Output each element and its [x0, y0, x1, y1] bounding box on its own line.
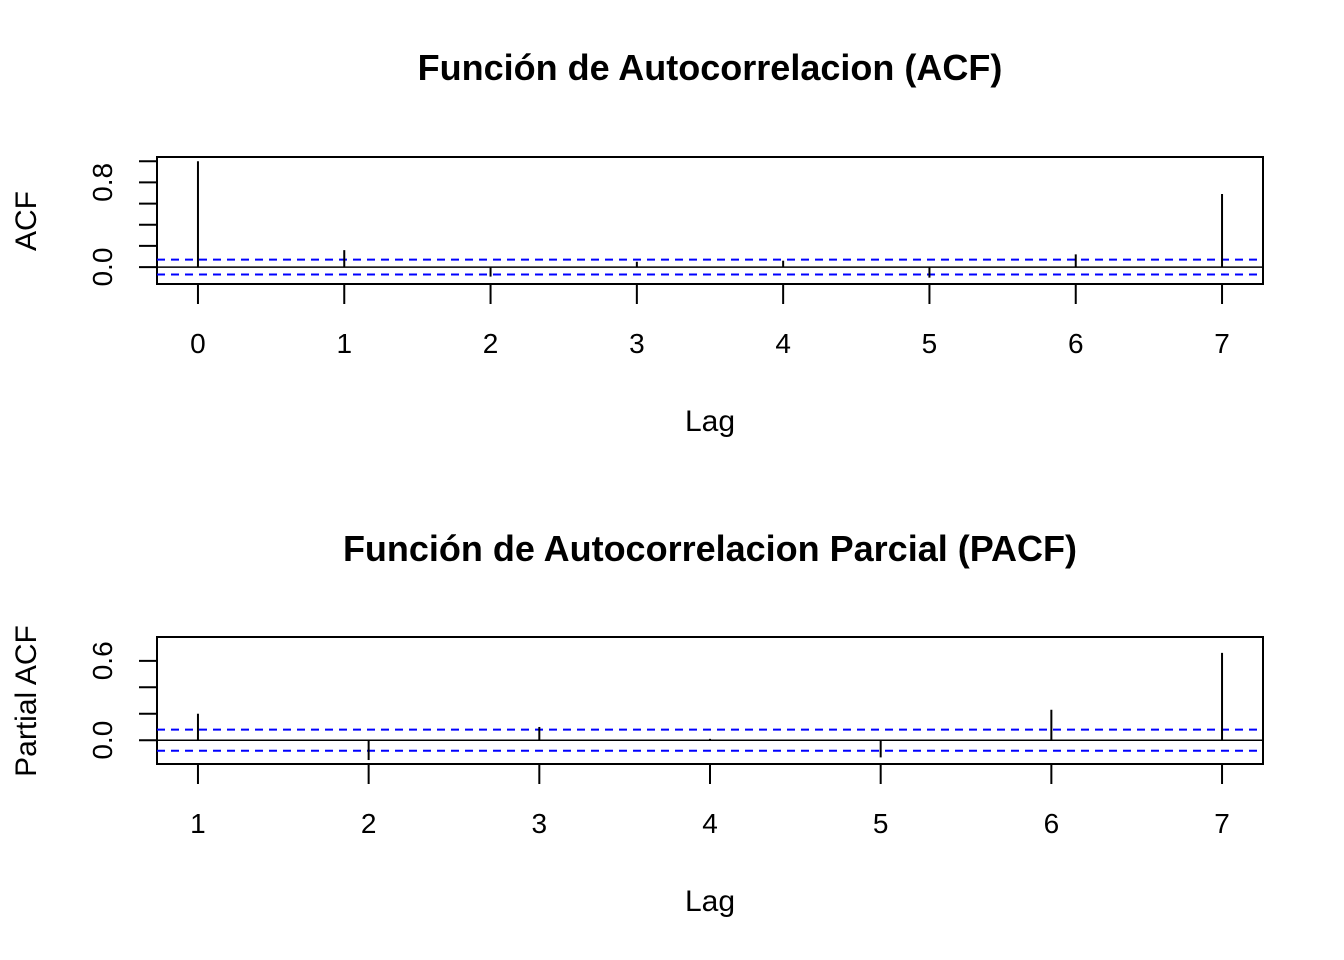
acf-x-tick-label: 5: [922, 328, 938, 359]
acf-x-tick-label: 2: [483, 328, 499, 359]
acf-panel: Función de Autocorrelacion (ACF) Lag ACF…: [10, 47, 1264, 438]
acf-x-tick-label: 6: [1068, 328, 1084, 359]
pacf-y-axis-label: Partial ACF: [10, 625, 43, 777]
pacf-x-tick-label: 5: [873, 808, 889, 839]
acf-x-tick-label: 4: [775, 328, 791, 359]
acf-x-tick-label: 1: [336, 328, 352, 359]
acf-x-tick-label: 0: [190, 328, 206, 359]
pacf-x-tick-label: 2: [361, 808, 377, 839]
pacf-plot-area: 1 2 3 4 5 6 7 0.0 0.6: [87, 636, 1264, 839]
acf-x-tick-label: 3: [629, 328, 645, 359]
acf-y-tick-label: 0.8: [87, 163, 118, 202]
pacf-x-tick-label: 7: [1214, 808, 1230, 839]
pacf-panel: Función de Autocorrelacion Parcial (PACF…: [10, 528, 1264, 918]
pacf-x-tick-label: 6: [1044, 808, 1060, 839]
acf-y-tick-label: 0.0: [87, 248, 118, 287]
acf-plot-frame: [156, 156, 1264, 285]
acf-plot-area: 0 1 2 3 4 5 6 7 0.0 0.8: [87, 156, 1264, 359]
acf-title: Función de Autocorrelacion (ACF): [418, 47, 1003, 88]
acf-y-axis-label: ACF: [10, 191, 43, 251]
pacf-y-tick-label: 0.0: [87, 721, 118, 760]
pacf-title: Función de Autocorrelacion Parcial (PACF…: [343, 528, 1077, 569]
pacf-x-axis-label: Lag: [685, 885, 735, 918]
pacf-x-tick-label: 1: [190, 808, 206, 839]
pacf-x-tick-label: 4: [702, 808, 718, 839]
pacf-plot-frame: [156, 636, 1264, 765]
acf-x-tick-label: 7: [1214, 328, 1230, 359]
pacf-y-tick-label: 0.6: [87, 641, 118, 680]
pacf-x-tick-label: 3: [532, 808, 548, 839]
acf-x-axis-label: Lag: [685, 405, 735, 438]
